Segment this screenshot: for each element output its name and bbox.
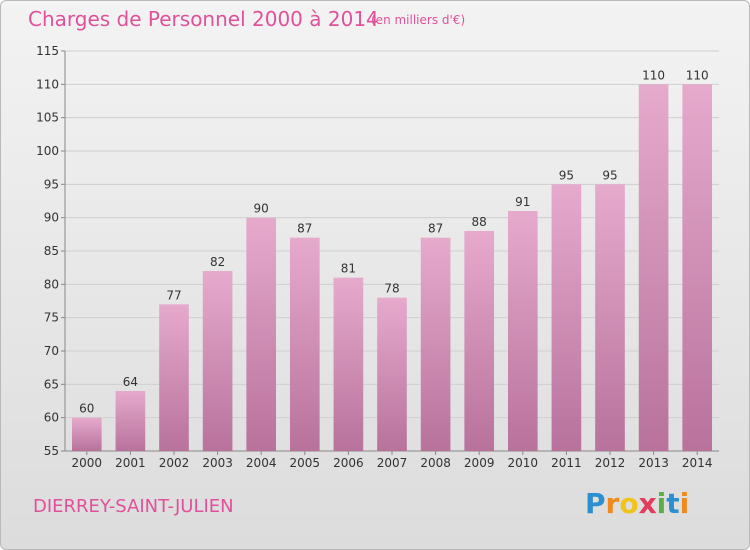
proxiti-logo[interactable]: Proxiti — [585, 487, 689, 520]
y-tick-label: 60 — [44, 411, 59, 425]
axes: 55 60 65 70 75 80 85 90 95 100 105 110 115 2000 2001 20… — [36, 44, 719, 470]
value-label: 95 — [559, 168, 574, 182]
bar-2007 — [377, 297, 407, 451]
logo-letter: t — [666, 487, 680, 520]
x-tick-label: 2004 — [246, 456, 277, 470]
y-tick-label: 90 — [44, 211, 59, 225]
y-tick-label: 110 — [36, 77, 59, 91]
value-label: 78 — [384, 282, 399, 296]
logo-letter: r — [605, 487, 620, 520]
x-tick-label: 2012 — [595, 456, 626, 470]
value-label: 87 — [428, 222, 443, 236]
y-tick-label: 80 — [44, 277, 59, 291]
x-tick-label: 2013 — [638, 456, 669, 470]
x-tick-label: 2002 — [159, 456, 190, 470]
x-tick-label: 2010 — [508, 456, 539, 470]
logo-letter: x — [638, 487, 657, 520]
value-label: 91 — [515, 195, 530, 209]
y-tick-label: 75 — [44, 311, 59, 325]
chart-unit: (en milliers d'€) — [371, 13, 466, 27]
value-label: 87 — [297, 222, 312, 236]
y-tick-label: 55 — [44, 444, 59, 458]
x-tick-label: 2003 — [202, 456, 233, 470]
bar-2010 — [507, 211, 538, 451]
x-tick-label: 2008 — [420, 456, 451, 470]
x-tick-label: 2007 — [377, 456, 408, 470]
labels: 60 64 77 82 90 87 81 78 87 88 91 95 95 110 110 — [79, 68, 708, 415]
y-tick-label: 95 — [44, 177, 59, 191]
bar-2005 — [289, 237, 320, 451]
x-tick-label: 2009 — [464, 456, 495, 470]
bar-2013 — [638, 84, 669, 451]
bar-2014 — [682, 84, 713, 451]
y-tick-label: 70 — [44, 344, 59, 358]
value-label: 88 — [472, 215, 487, 229]
x-tick-label: 2014 — [682, 456, 713, 470]
value-label: 110 — [642, 68, 665, 82]
value-label: 64 — [123, 375, 138, 389]
y-tick-label: 85 — [44, 244, 59, 258]
logo-letter: i — [679, 487, 690, 520]
x-tick-label: 2000 — [72, 456, 103, 470]
x-tick-label: 2011 — [551, 456, 582, 470]
logo-letter: i — [656, 487, 667, 520]
logo-letter: P — [585, 487, 606, 520]
bar-2001 — [115, 391, 146, 451]
y-tick-label: 65 — [44, 377, 59, 391]
y-tick-label: 100 — [36, 144, 59, 158]
value-label: 81 — [341, 262, 356, 276]
y-tick-label: 115 — [36, 44, 59, 58]
bar-2003 — [202, 271, 233, 451]
value-label: 82 — [210, 255, 225, 269]
bars — [71, 84, 713, 452]
value-label: 110 — [686, 68, 709, 82]
bar-2002 — [159, 304, 189, 451]
bar-2000 — [71, 417, 102, 451]
value-label: 95 — [602, 168, 617, 182]
y-tick-label: 105 — [36, 111, 59, 125]
x-tick-label: 2005 — [290, 456, 321, 470]
bar-2006 — [333, 277, 364, 451]
bar-2009 — [464, 231, 495, 451]
x-tick-label: 2006 — [333, 456, 364, 470]
bar-2004 — [246, 217, 277, 451]
value-label: 77 — [166, 288, 181, 302]
chart-title: Charges de Personnel 2000 à 2014 — [28, 7, 379, 31]
bar-2008 — [420, 237, 451, 451]
bar-2012 — [595, 184, 625, 452]
bar-2011 — [551, 184, 582, 452]
logo-letter: o — [619, 487, 639, 520]
commune-name: DIERREY-SAINT-JULIEN — [33, 496, 234, 517]
value-label: 90 — [254, 202, 269, 216]
x-tick-label: 2001 — [115, 456, 146, 470]
value-label: 60 — [79, 402, 94, 416]
